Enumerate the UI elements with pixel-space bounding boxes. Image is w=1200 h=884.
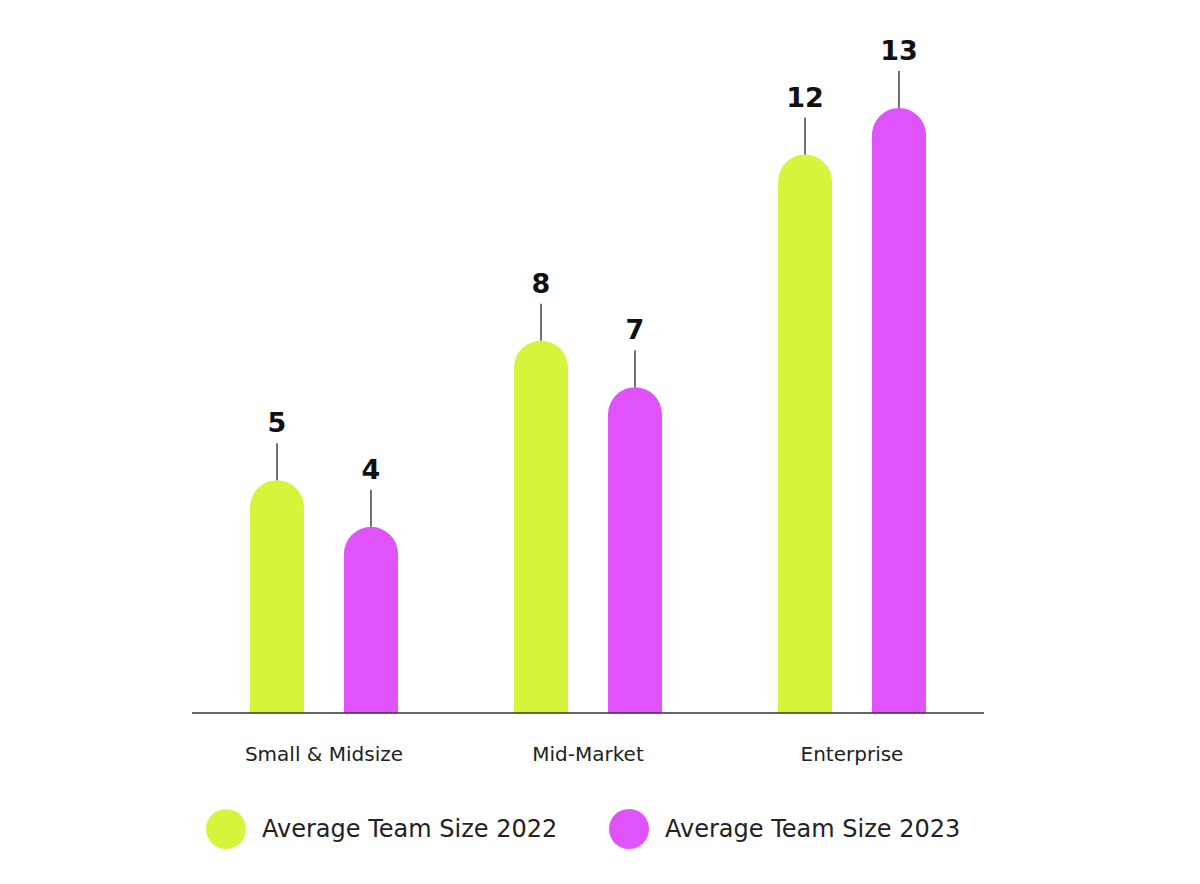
data-label: 7 [626, 314, 645, 345]
leader-line [898, 71, 899, 108]
legend-label: Average Team Size 2023 [665, 815, 960, 843]
data-label: 13 [880, 35, 918, 66]
data-labels: 5 4 8 7 12 13 [268, 35, 918, 527]
category-label: Enterprise [801, 742, 904, 766]
bar [344, 527, 398, 713]
data-label: 5 [268, 407, 287, 438]
x-axis [192, 712, 984, 714]
legend-label: Average Team Size 2022 [262, 815, 557, 843]
bar [514, 341, 568, 713]
data-label: 8 [532, 268, 551, 299]
bar [608, 387, 662, 713]
leader-line [804, 118, 805, 155]
category-label: Small & Midsize [245, 742, 403, 766]
leader-line [276, 443, 277, 480]
data-label: 12 [786, 82, 824, 113]
data-label: 4 [362, 454, 381, 485]
chart: 5 4 8 7 12 13 Small & Midsize Mid-Market Enterpr… [0, 0, 1200, 884]
bars [250, 108, 926, 713]
legend-swatch [206, 809, 246, 849]
bar [778, 155, 832, 713]
leader-line [540, 304, 541, 341]
legend-swatch [609, 809, 649, 849]
category-label: Mid-Market [532, 742, 644, 766]
bar [250, 480, 304, 713]
leader-line [634, 350, 635, 387]
bar [872, 108, 926, 713]
leader-line [370, 490, 371, 527]
